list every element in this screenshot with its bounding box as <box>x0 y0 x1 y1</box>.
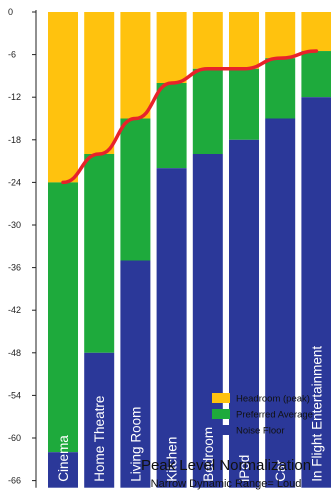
noise-floor-bar <box>301 97 331 488</box>
y-tick-label: -60 <box>8 433 21 443</box>
noise-floor-bar <box>265 118 296 488</box>
headroom-bar <box>265 12 296 59</box>
y-axis: 0 -6 -12 -18 -24 -30 -36 -42 -48 -54 -60 -66 <box>8 7 37 488</box>
category-label: Bedroom <box>201 427 216 482</box>
y-tick-label: -42 <box>8 305 21 315</box>
preferred-average-bar <box>156 83 187 169</box>
category-label: Cinema <box>56 435 71 482</box>
noise-floor-bar <box>84 352 115 488</box>
legend-swatch <box>212 425 230 435</box>
category-label: Home Theatre <box>92 396 107 482</box>
preferred-average-bar <box>265 58 296 119</box>
legend: Headroom (peak) Preferred Average Noise Fl… <box>212 393 313 437</box>
noise-floor-bar <box>156 168 187 488</box>
y-tick-label: -6 <box>8 50 16 60</box>
y-tick-label: -36 <box>8 263 21 273</box>
y-tick-label: -30 <box>8 220 21 230</box>
headroom-bar <box>120 12 151 119</box>
headroom-bar <box>301 12 331 52</box>
preferred-average-bar <box>301 51 331 98</box>
legend-label: Noise Floor <box>236 426 285 437</box>
category-label: Kitchen <box>165 437 180 482</box>
legend-label: Preferred Average <box>236 410 313 421</box>
headroom-bar <box>229 12 259 69</box>
headroom-bar <box>48 12 78 183</box>
noise-floor-bar <box>229 139 259 488</box>
headroom-bar <box>192 12 223 69</box>
preferred-average-bar <box>192 68 223 154</box>
y-tick-label: -66 <box>8 476 21 486</box>
chart-title: Peak Level Normalization <box>141 457 311 474</box>
category-labels: Cinema Home Theatre Living Room Kitchen Bedr… <box>56 346 324 482</box>
y-tick-label: -48 <box>8 348 21 358</box>
y-tick-label: -12 <box>8 92 21 102</box>
preferred-average-bar <box>48 182 78 453</box>
trend-line <box>61 49 319 185</box>
y-tick-label: 0 <box>8 7 13 17</box>
category-label: In Flight Entertainment <box>309 346 324 482</box>
headroom-bar <box>156 12 187 83</box>
y-tick-label: -18 <box>8 135 21 145</box>
preferred-average-bar <box>120 118 151 261</box>
noise-floor-bar <box>48 452 78 488</box>
y-tick-label: -24 <box>8 177 21 187</box>
noise-floor-bar <box>120 260 151 488</box>
preferred-average-bar <box>84 154 115 353</box>
preferred-average-bar <box>229 68 259 140</box>
trend-layer <box>61 49 319 185</box>
category-label: Car <box>273 459 288 481</box>
y-tick-label: -54 <box>8 390 21 400</box>
legend-swatch <box>212 393 230 403</box>
legend-label: Headroom (peak) <box>236 394 310 405</box>
headroom-bar <box>84 12 115 154</box>
category-label: iPod <box>237 455 252 482</box>
legend-swatch <box>212 409 230 419</box>
category-label: Living Room <box>128 407 143 482</box>
chart-subtitle: Narrow Dynamic Range= Loud <box>151 478 302 490</box>
